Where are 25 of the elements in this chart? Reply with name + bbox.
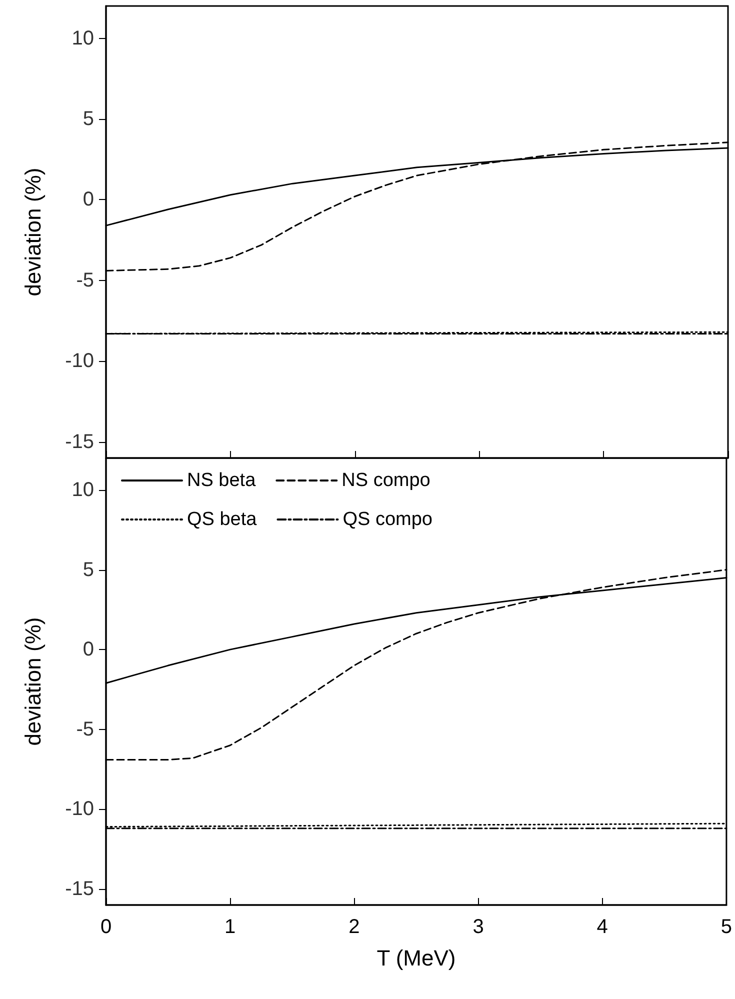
y-tick-label: -5 bbox=[76, 718, 94, 740]
legend-label: NS beta bbox=[187, 470, 256, 491]
x-tick-label: 4 bbox=[596, 916, 608, 938]
legend-label: QS compo bbox=[342, 509, 432, 530]
legend-label: NS compo bbox=[342, 470, 430, 491]
y-tick-label: -5 bbox=[76, 269, 94, 292]
x-tick-label: 0 bbox=[100, 916, 112, 938]
y-tick-label: 5 bbox=[82, 558, 94, 581]
y-axis-title: deviation (%) bbox=[20, 168, 46, 296]
x-tick-label: 5 bbox=[720, 916, 732, 938]
y-tick-label: 0 bbox=[82, 188, 94, 211]
y-tick-label: -15 bbox=[65, 878, 94, 900]
y-tick-label: -15 bbox=[65, 430, 94, 453]
y-tick-label: 10 bbox=[72, 27, 94, 50]
x-axis-title: T (MeV) bbox=[376, 946, 456, 970]
y-tick-label: 0 bbox=[82, 638, 94, 661]
x-tick-label: 3 bbox=[472, 916, 484, 938]
y-tick-label: -10 bbox=[65, 798, 94, 820]
y-tick-label: 5 bbox=[82, 108, 94, 130]
x-tick-label: 1 bbox=[224, 916, 236, 938]
y-axis-title: deviation (%) bbox=[20, 617, 46, 746]
y-tick-label: -10 bbox=[65, 350, 94, 372]
y-tick-label: 10 bbox=[72, 478, 94, 501]
x-tick-label: 2 bbox=[348, 916, 360, 938]
legend-label: QS beta bbox=[187, 509, 258, 530]
